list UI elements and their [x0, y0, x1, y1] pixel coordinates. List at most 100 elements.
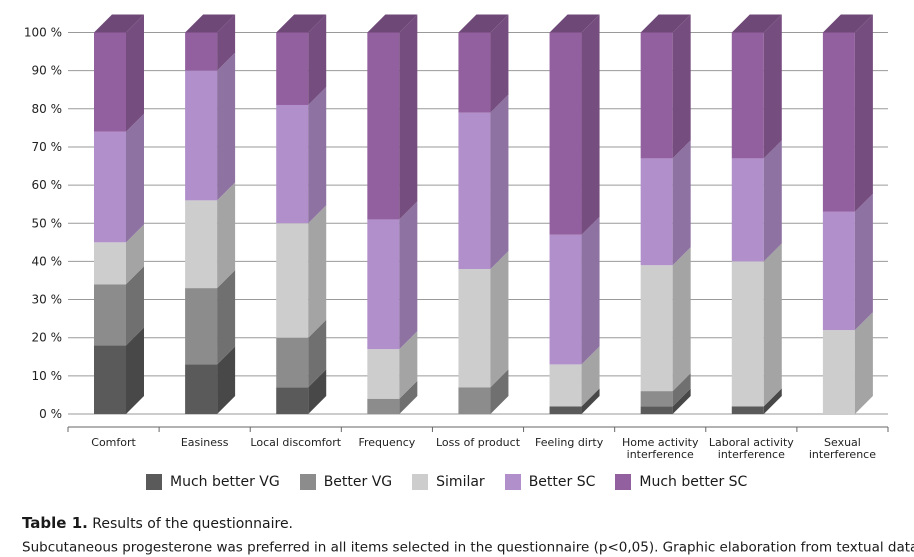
stacked-bar-chart: 0 % 10 % 20 % 30 % 40 % 50 % 60 % 70 % 80 % 90 % 1… [24, 14, 889, 461]
bar-top-face [185, 14, 236, 33]
y-tick-label: 90 % [32, 64, 63, 78]
bar-segment-front [185, 200, 218, 289]
y-axis-ticks: 0 % 10 % 20 % 30 % 40 % 50 % 60 % 70 % 80 % 90 % 1… [24, 26, 62, 422]
bar-segment-front [731, 158, 764, 262]
bar-top-face [94, 14, 144, 33]
legend-item-much-better-vg: Much better VG [146, 474, 280, 490]
caption-title: Results of the questionnaire. [92, 516, 294, 532]
bar-segment-front [458, 112, 491, 270]
y-tick-label: 70 % [32, 140, 63, 154]
bar-segment-front [731, 261, 764, 407]
bar-segment-front [367, 32, 400, 220]
bar-stack [822, 14, 873, 414]
bar-segment-side [854, 14, 873, 212]
bar-segment-side [490, 94, 509, 270]
bar-segment-side [490, 369, 509, 414]
x-category-label: Loss of product [436, 436, 521, 449]
legend-label: Better SC [528, 474, 596, 490]
bar-segment-front [185, 288, 218, 365]
legend-label: Similar [436, 474, 485, 490]
bar-segment-front [185, 32, 218, 71]
bar-segment-front [276, 32, 309, 105]
bar-stack [731, 14, 782, 414]
bar-segment-side [854, 193, 873, 331]
legend-swatch [299, 474, 316, 490]
bar-segment-side [308, 205, 327, 338]
caption-text-line: Subcutaneous progesterone was preferred … [22, 535, 914, 557]
bar-top-face [276, 14, 327, 33]
bar-segment-front [367, 398, 400, 414]
bar-segment-front [276, 387, 309, 414]
x-category-label: Sexual interference [809, 436, 876, 461]
x-category-label-line: Loss of product [436, 436, 521, 449]
bars [94, 14, 873, 414]
legend-label: Much better VG [170, 474, 280, 490]
bar-segment-side [126, 327, 144, 414]
legend-item-better-vg: Better VG [299, 474, 393, 490]
bar-segment-side [217, 52, 236, 201]
y-tick-label: 20 % [32, 331, 63, 345]
bar-segment-front [640, 265, 673, 392]
bar-stack [276, 14, 327, 414]
bar-segment-front [458, 269, 491, 388]
bar-segment-side [217, 270, 236, 365]
bar-segment-side [581, 346, 600, 407]
bar-top-face [458, 14, 509, 33]
x-category-label-line: Laboral activity [709, 436, 794, 449]
y-tick-label: 10 % [32, 369, 63, 383]
x-category-label-line: Comfort [91, 436, 136, 449]
bar-segment-front [276, 337, 309, 388]
x-category-label-line: Local discomfort [250, 436, 341, 449]
y-tick-label: 50 % [32, 216, 63, 230]
bar-segment-side [672, 373, 691, 407]
bar-segment-side [399, 14, 418, 220]
bar-top-face [822, 14, 873, 33]
x-category-label: Comfort [91, 436, 136, 449]
bar-top-face [367, 14, 418, 33]
bar-segment-front [276, 104, 309, 224]
x-category-label: Laboral activity interference [709, 436, 794, 461]
bar-segment-side [854, 312, 873, 414]
caption-title-line: Table 1. Results of the questionnaire. [22, 514, 902, 533]
bar-segment-front [822, 32, 855, 212]
bar-segment-side [126, 224, 144, 285]
bar-segment-front [185, 70, 218, 201]
bar-segment-side [672, 388, 691, 414]
bar-segment-front [549, 234, 582, 365]
x-category-label: Easiness [181, 436, 229, 449]
bar-segment-front [731, 32, 764, 159]
bar-segment-side [308, 86, 327, 224]
bar-segment-front [640, 406, 673, 414]
bar-segment-side [581, 388, 600, 414]
legend-item-better-sc: Better SC [504, 474, 596, 490]
legend-swatch [615, 474, 632, 490]
bar-segment-front [94, 32, 126, 132]
y-tick-label: 100 % [24, 26, 62, 40]
bar-segment-side [581, 14, 600, 235]
x-category-label-line: Frequency [358, 436, 415, 449]
bar-segment-side [490, 251, 509, 388]
bar-segment-side [399, 380, 418, 414]
bar-top-face [549, 14, 600, 33]
bar-segment-side [308, 14, 327, 105]
bar-segment-side [490, 14, 509, 113]
bar-segment-front [731, 406, 764, 414]
bar-segment-side [763, 388, 782, 414]
bar-segment-side [217, 346, 236, 414]
bar-segment-side [763, 14, 782, 159]
bar-stack [458, 14, 509, 414]
bar-segment-side [399, 331, 418, 399]
bar-segment-front [185, 364, 218, 414]
x-category-label-line: interference [718, 448, 785, 461]
legend-label: Better VG [323, 474, 393, 490]
bar-segment-front [822, 330, 855, 414]
bar-segment-side [763, 140, 782, 262]
x-category-label-line: Home activity [622, 436, 699, 449]
bar-segment-front [94, 242, 126, 285]
bar-segment-front [549, 406, 582, 414]
bar-top-face [640, 14, 691, 33]
bar-segment-front [458, 387, 491, 414]
bar-segment-side [126, 113, 144, 243]
bar-stack [367, 14, 418, 414]
bar-segment-side [399, 201, 418, 350]
